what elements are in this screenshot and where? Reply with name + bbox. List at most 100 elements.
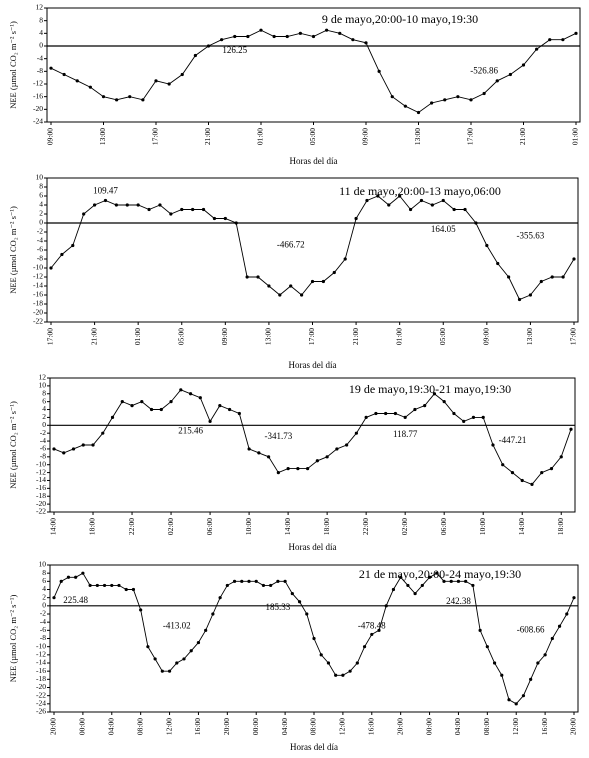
data-point: [296, 467, 300, 471]
annotation: 164.05: [431, 224, 456, 234]
data-point: [212, 216, 217, 221]
data-point: [364, 415, 368, 420]
data-point: [354, 431, 358, 435]
data-point: [384, 604, 388, 608]
data-point: [66, 575, 71, 579]
data-point: [182, 657, 186, 661]
y-tick-label: -14: [33, 281, 43, 290]
data-point: [528, 293, 533, 297]
data-point: [267, 284, 271, 288]
data-point: [59, 579, 63, 583]
data-point: [92, 203, 97, 207]
data-point: [500, 673, 504, 677]
x-tick-label: 10:00: [478, 518, 487, 535]
y-tick-label: 8: [42, 568, 46, 577]
y-tick-label: -8: [40, 633, 46, 642]
data-point: [237, 411, 241, 416]
data-point: [256, 275, 260, 279]
y-tick-label: 2: [42, 412, 46, 421]
y-tick-label: -24: [36, 699, 46, 708]
x-axis-label: Horas del día: [289, 542, 337, 552]
data-point: [572, 257, 576, 261]
x-axis-label: Horas del día: [290, 742, 338, 752]
x-tick-label: 08:00: [309, 718, 318, 735]
x-tick-label: 00:00: [78, 718, 87, 735]
y-tick-label: 4: [42, 584, 46, 593]
data-point: [514, 702, 518, 706]
data-point: [169, 212, 173, 216]
data-point: [338, 31, 342, 35]
x-tick-label: 20:00: [395, 718, 404, 735]
data-point: [408, 207, 413, 212]
data-point: [393, 411, 398, 416]
data-point: [416, 110, 421, 115]
data-point: [508, 72, 512, 77]
data-point: [211, 612, 215, 616]
data-point: [298, 31, 302, 35]
data-point: [102, 583, 107, 588]
data-point: [535, 47, 539, 51]
x-tick-label: 14:00: [517, 518, 526, 535]
data-point: [456, 95, 460, 99]
data-point: [81, 571, 85, 575]
data-point: [62, 72, 66, 77]
data-point: [169, 400, 173, 404]
x-tick-label: 00:00: [424, 718, 433, 735]
y-tick-label: -2: [40, 428, 46, 437]
data-point: [71, 447, 76, 451]
data-point: [521, 694, 526, 698]
data-point: [419, 198, 424, 203]
data-point: [485, 645, 489, 649]
data-point: [276, 579, 280, 583]
y-tick-label: -8: [37, 254, 43, 263]
data-point: [365, 198, 369, 203]
data-point: [529, 677, 533, 681]
y-tick-label: -22: [36, 690, 46, 699]
y-tick-label: 0: [39, 41, 43, 50]
data-point: [574, 31, 578, 35]
annotation: -466.72: [277, 240, 305, 250]
y-tick-label: -20: [36, 499, 46, 508]
chart-title: 11 de mayo,20:00-13 mayo,06:00: [339, 184, 501, 198]
chart-panel: 1086420-2-4-6-8-10-12-14-16-18-20-22-24-…: [8, 560, 579, 752]
x-tick-label: 22:00: [127, 518, 136, 535]
data-point: [427, 575, 432, 579]
data-point: [191, 207, 195, 212]
data-point: [305, 612, 309, 616]
chart-panel: 121086420-2-4-6-8-10-12-14-16-18-20-2214…: [8, 373, 576, 552]
data-point: [319, 653, 323, 657]
x-tick-label: 05:00: [176, 328, 185, 345]
x-tick-label: 06:00: [205, 518, 214, 535]
x-tick-label: 02:00: [166, 518, 175, 535]
y-tick-label: -4: [40, 436, 46, 445]
data-point: [91, 443, 95, 447]
data-point: [550, 636, 554, 641]
y-tick-label: -6: [40, 444, 46, 453]
y-tick-label: 10: [39, 381, 47, 390]
data-point: [540, 470, 544, 475]
x-tick-label: 10:00: [244, 518, 253, 535]
data-point: [147, 207, 151, 212]
data-point: [377, 628, 381, 632]
data-point: [180, 207, 184, 212]
y-tick-label: -2: [40, 609, 46, 618]
data-point: [189, 649, 193, 653]
x-tick-label: 18:00: [322, 518, 331, 535]
y-tick-label: -4: [40, 617, 46, 626]
data-point: [272, 34, 276, 39]
data-point: [196, 640, 201, 645]
y-tick-label: 6: [39, 191, 43, 200]
data-point: [267, 455, 271, 459]
data-point: [376, 194, 380, 198]
data-point: [75, 79, 79, 83]
x-tick-label: 17:00: [307, 328, 316, 345]
data-point: [456, 579, 461, 583]
x-tick-label: 00:00: [251, 718, 260, 735]
data-point: [520, 478, 524, 483]
y-tick-label: -2: [37, 227, 43, 236]
data-point: [345, 443, 349, 447]
data-point: [374, 411, 378, 416]
plot-frame: [46, 177, 579, 323]
y-tick-label: -20: [36, 682, 46, 691]
data-point: [130, 403, 134, 408]
